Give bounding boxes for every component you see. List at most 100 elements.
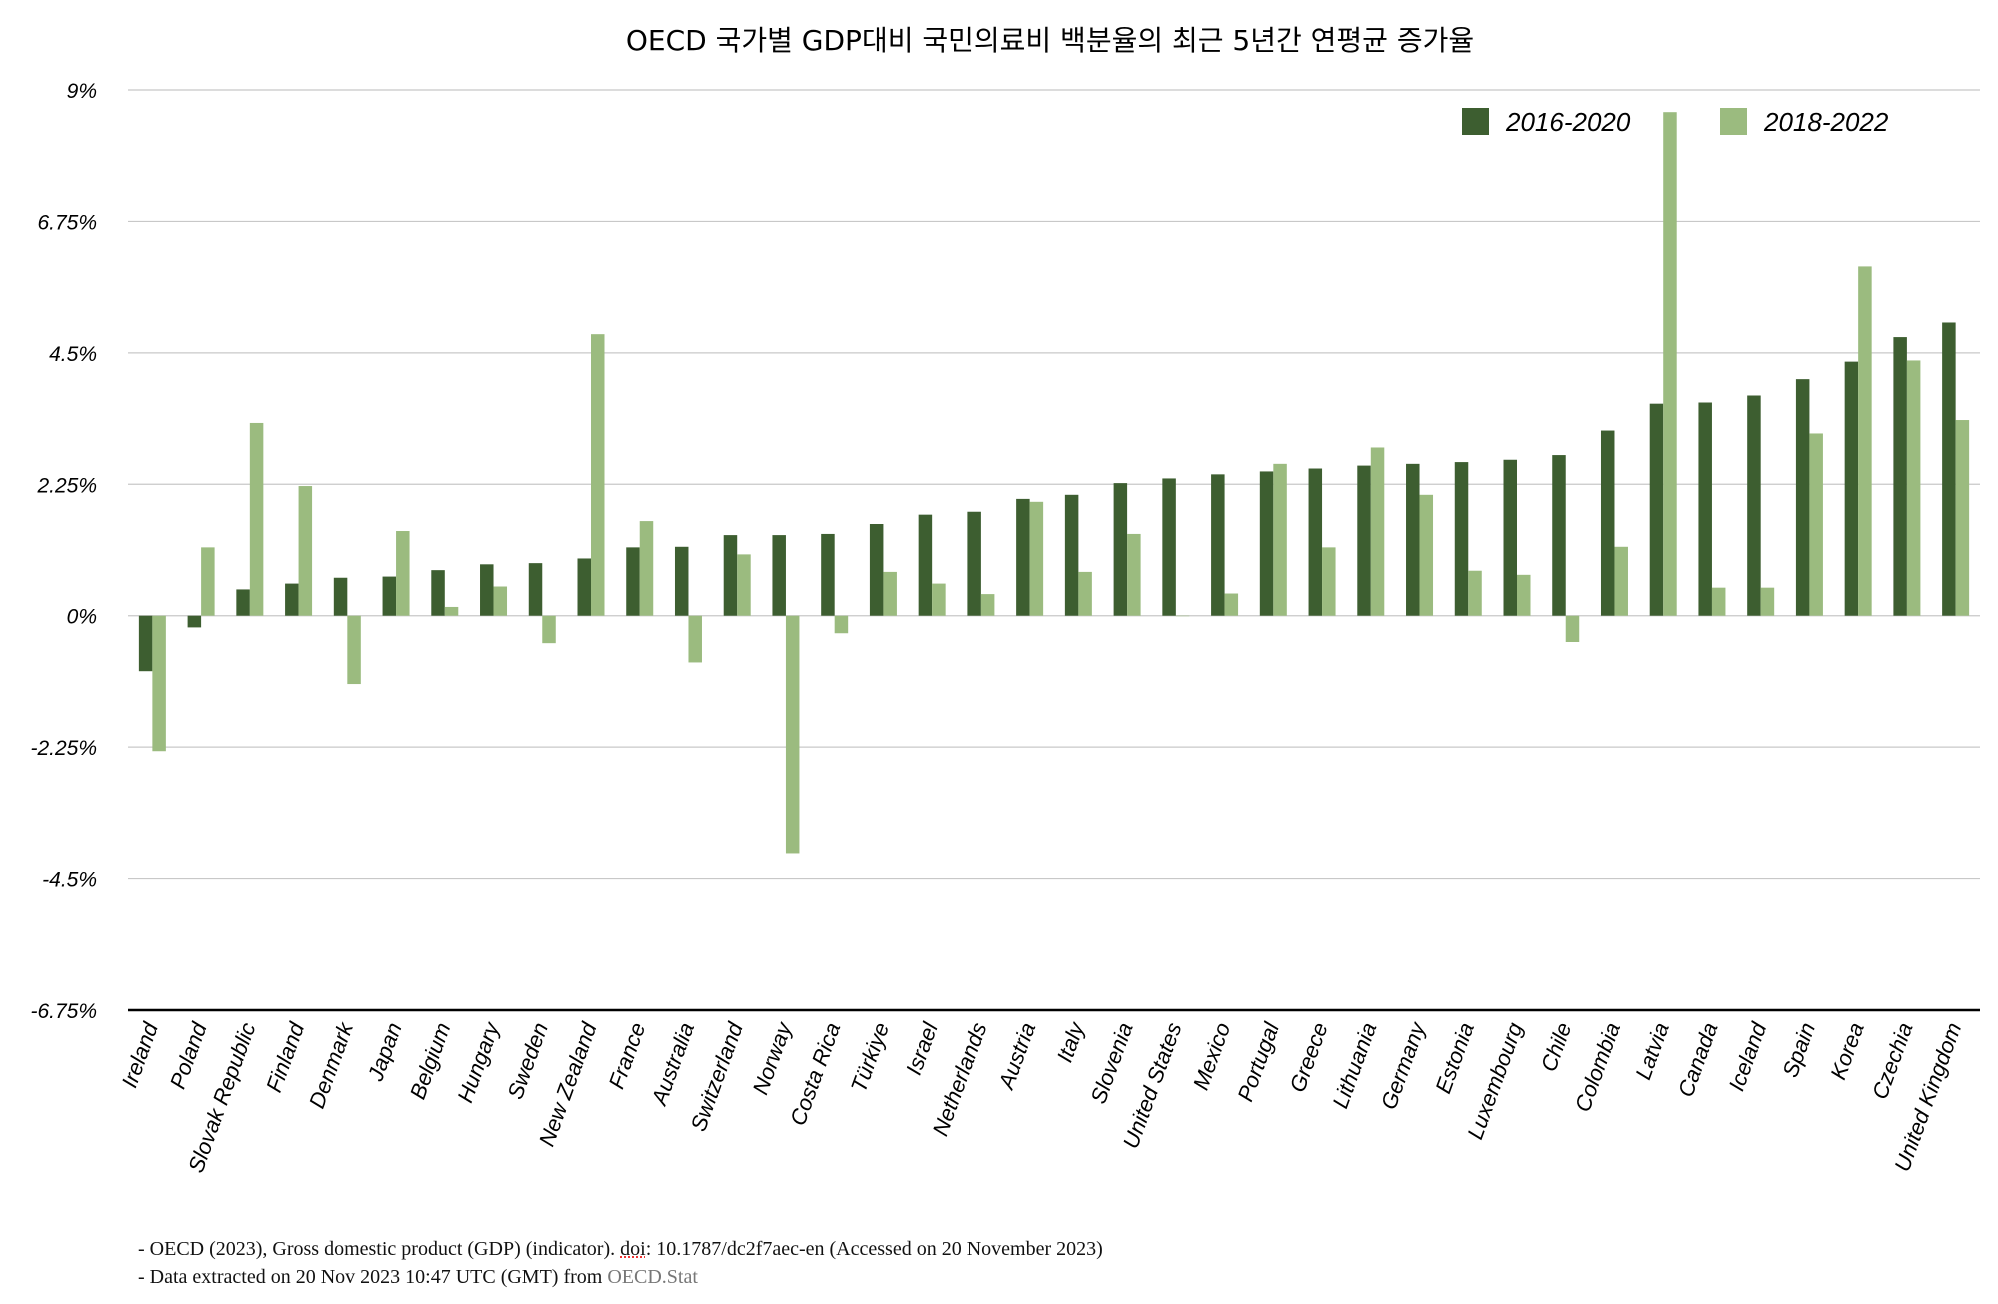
bar-2016-2020	[577, 558, 591, 616]
bar-2016-2020	[1406, 463, 1420, 616]
bar-2016-2020	[1600, 430, 1615, 616]
y-tick-label: 6.75%	[37, 211, 97, 234]
bar-2016-2020	[285, 583, 299, 616]
bar-2016-2020	[138, 615, 153, 672]
bars	[138, 112, 1970, 854]
bar-2016-2020	[1211, 474, 1225, 616]
bar-2016-2020	[1893, 337, 1907, 616]
x-tick-label: Germany	[1376, 1017, 1431, 1112]
bar-2018-2022	[1127, 533, 1141, 616]
bar-2018-2022	[1955, 420, 1970, 616]
x-tick-label: Austria	[993, 1019, 1041, 1094]
legend-swatch	[1462, 108, 1489, 135]
x-tick-label: Türkiye	[846, 1019, 894, 1095]
x-tick-label: Norway	[748, 1017, 798, 1098]
y-axis-ticks: 9% 6.75% 4.5% 2.25% 0% -2.25% -4.5% -6.75%	[30, 80, 97, 1023]
x-tick-label: Iceland	[1724, 1018, 1772, 1094]
source-text-extract: - Data extracted on 20 Nov 2023 10:47 UT…	[138, 1266, 608, 1288]
bar-2016-2020	[626, 547, 640, 616]
bar-2016-2020	[674, 546, 689, 616]
bar-2016-2020	[869, 524, 884, 616]
y-tick-label: 9%	[67, 80, 97, 103]
x-tick-label: Sweden	[502, 1019, 553, 1102]
bar-2016-2020	[1113, 483, 1128, 616]
y-tick-label: -2.25%	[30, 737, 97, 760]
x-tick-label: Hungary	[452, 1017, 505, 1106]
x-tick-label: Poland	[165, 1018, 212, 1092]
x-tick-label: Japan	[362, 1019, 406, 1085]
x-tick-label: Korea	[1825, 1019, 1869, 1083]
bar-2016-2020	[187, 615, 202, 628]
x-tick-label: Canada	[1673, 1019, 1723, 1100]
bar-2016-2020	[1795, 379, 1810, 616]
bar-2016-2020	[528, 563, 543, 616]
x-tick-label: Greece	[1285, 1019, 1333, 1095]
x-tick-label: Australia	[646, 1019, 699, 1110]
bar-2016-2020	[1016, 498, 1030, 616]
doi-label: doi	[620, 1238, 646, 1260]
bar-2016-2020	[1308, 468, 1323, 616]
x-tick-label: France	[604, 1019, 651, 1092]
bar-2018-2022	[1517, 574, 1531, 616]
bar-2016-2020	[1649, 403, 1664, 616]
chart-title: OECD 국가별 GDP대비 국민의료비 백분율의 최근 5년간 연평균 증가율	[626, 24, 1474, 57]
bar-2018-2022	[1175, 615, 1190, 617]
bar-2018-2022	[347, 615, 361, 685]
x-tick-label: Estonia	[1430, 1019, 1479, 1097]
x-tick-label: Slovenia	[1085, 1019, 1137, 1107]
bar-2016-2020	[1357, 465, 1371, 616]
legend-label: 2016-2020	[1505, 107, 1631, 137]
y-tick-label: -6.75%	[30, 1000, 97, 1023]
bar-2018-2022	[980, 594, 995, 616]
bar-2018-2022	[1029, 501, 1044, 616]
bar-2018-2022	[1906, 360, 1921, 616]
legend: 2016-2020 2018-2022	[1462, 107, 1889, 137]
bar-2018-2022	[1370, 447, 1385, 616]
bar-2018-2022	[1224, 593, 1239, 616]
source-text-doi: : 10.1787/dc2f7aec-en (Accessed on 20 No…	[645, 1238, 1103, 1260]
y-tick-label: 4.5%	[49, 343, 97, 366]
bar-2018-2022	[493, 586, 508, 616]
bar-2016-2020	[431, 570, 445, 616]
x-tick-label: Portugal	[1232, 1018, 1284, 1105]
bar-2016-2020	[1503, 459, 1517, 616]
y-tick-label: 0%	[67, 606, 97, 629]
bar-2018-2022	[932, 583, 946, 616]
bar-2018-2022	[688, 615, 702, 663]
bar-2016-2020	[333, 577, 348, 616]
bar-2018-2022	[152, 615, 166, 752]
bar-2018-2022	[1614, 546, 1628, 616]
y-tick-label: 2.25%	[36, 474, 97, 497]
bar-2018-2022	[591, 334, 605, 616]
x-tick-label: Spain	[1777, 1019, 1820, 1080]
bar-2018-2022	[249, 422, 264, 616]
bar-2018-2022	[298, 486, 313, 616]
bar-2016-2020	[1552, 455, 1566, 616]
bar-2018-2022	[1468, 570, 1482, 616]
bar-2016-2020	[918, 514, 933, 616]
bar-2018-2022	[396, 531, 410, 616]
x-tick-label: Italy	[1052, 1017, 1090, 1065]
bar-2016-2020	[1698, 402, 1712, 616]
x-tick-label: Finland	[261, 1018, 309, 1095]
x-tick-label: Latvia	[1630, 1019, 1674, 1083]
bar-2016-2020	[772, 535, 786, 616]
bar-2016-2020	[236, 589, 250, 616]
bar-2018-2022	[1322, 547, 1336, 616]
bar-2016-2020	[967, 511, 981, 616]
bar-2016-2020	[1259, 471, 1274, 616]
bar-2016-2020	[723, 535, 738, 616]
bar-2018-2022	[883, 571, 897, 616]
bar-2018-2022	[1078, 571, 1092, 616]
bar-2016-2020	[382, 576, 397, 616]
oecd-stat-link[interactable]: OECD.Stat	[607, 1266, 698, 1288]
bar-2018-2022	[1565, 615, 1580, 642]
source-text: - OECD (2023), Gross domestic product (G…	[138, 1238, 621, 1260]
source-line-2: - Data extracted on 20 Nov 2023 10:47 UT…	[138, 1266, 698, 1289]
bar-2016-2020	[1844, 361, 1859, 616]
x-tick-label: Costa Rica	[785, 1019, 845, 1129]
bar-2018-2022	[639, 521, 654, 616]
bar-2018-2022	[785, 615, 800, 854]
